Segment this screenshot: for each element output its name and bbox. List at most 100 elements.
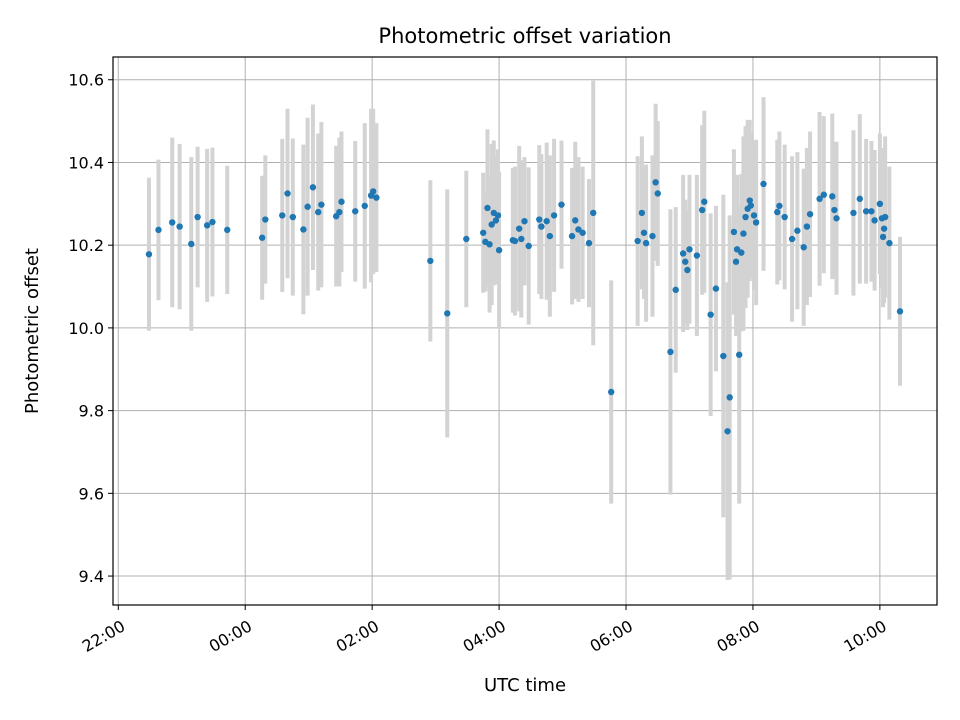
data-point <box>224 226 231 234</box>
data-point <box>679 250 687 257</box>
data-point <box>862 208 870 215</box>
data-point <box>361 202 368 210</box>
data-point <box>495 246 503 254</box>
data-point <box>701 198 708 205</box>
y-tick-label: 9.8 <box>79 402 104 421</box>
data-point <box>746 197 753 204</box>
data-point <box>494 212 502 219</box>
data-point <box>373 194 380 201</box>
data-point <box>652 179 659 186</box>
data-point <box>742 213 749 221</box>
data-point <box>546 232 554 240</box>
data-point <box>511 237 519 245</box>
data-point <box>427 257 434 265</box>
data-point <box>684 266 691 274</box>
data-point <box>558 201 565 208</box>
data-point <box>262 216 269 223</box>
data-point <box>590 209 597 217</box>
data-point <box>726 394 733 401</box>
data-point <box>444 310 451 317</box>
data-point <box>868 208 875 215</box>
data-point <box>209 218 216 226</box>
y-tick-label: 10.4 <box>68 153 104 172</box>
data-point <box>480 229 487 236</box>
data-point <box>176 223 183 230</box>
data-point <box>850 209 857 217</box>
data-point <box>370 188 377 195</box>
plot-frame <box>112 56 938 606</box>
data-point <box>774 208 781 216</box>
data-point <box>816 195 823 203</box>
chart-title: Photometric offset variation <box>378 24 671 48</box>
data-point <box>750 212 758 219</box>
data-point <box>788 235 796 243</box>
data-point <box>550 212 558 219</box>
data-point <box>806 210 814 218</box>
data-point <box>831 206 838 214</box>
data-point <box>486 241 493 248</box>
data-point <box>686 246 693 253</box>
y-tick-label: 9.6 <box>79 484 104 503</box>
data-point <box>642 239 650 247</box>
data-point <box>300 226 307 233</box>
data-point <box>649 232 656 240</box>
data-point <box>672 286 679 294</box>
data-point <box>829 193 836 200</box>
data-point <box>279 212 286 219</box>
data-point <box>336 208 343 216</box>
data-point <box>536 216 543 223</box>
x-axis-title: UTC time <box>484 675 566 696</box>
data-point <box>289 213 297 221</box>
data-point <box>492 217 500 224</box>
data-point <box>730 228 738 236</box>
data-point <box>585 239 593 247</box>
data-point <box>155 226 162 234</box>
data-point <box>871 217 878 224</box>
data-point <box>309 184 317 191</box>
data-point <box>188 240 195 248</box>
data-point <box>724 428 731 435</box>
data-point <box>640 229 648 236</box>
data-point <box>886 239 893 247</box>
data-point <box>258 234 266 241</box>
data-point <box>543 217 550 225</box>
data-point <box>781 213 788 221</box>
data-point <box>856 195 863 203</box>
data-point <box>712 285 720 292</box>
data-point <box>693 252 701 259</box>
data-point <box>707 311 714 318</box>
data-point <box>318 201 325 208</box>
data-point <box>752 219 760 226</box>
data-point <box>304 203 311 210</box>
data-point <box>203 222 211 229</box>
data-point <box>518 235 525 243</box>
y-tick-label: 10.0 <box>68 319 104 338</box>
data-point <box>284 190 291 197</box>
data-point <box>521 217 528 225</box>
data-point <box>738 249 745 256</box>
data-point <box>698 206 706 214</box>
data-point <box>833 215 840 222</box>
y-tick-label: 10.6 <box>68 71 104 90</box>
data-point <box>608 388 615 396</box>
data-point <box>896 308 904 315</box>
data-point <box>638 209 646 217</box>
data-point <box>463 235 470 243</box>
data-point <box>169 219 176 226</box>
data-point <box>568 232 576 240</box>
data-point <box>525 242 532 250</box>
data-point <box>488 221 495 228</box>
data-point <box>794 227 801 234</box>
data-point <box>881 213 889 221</box>
data-point <box>776 202 783 210</box>
data-point <box>654 190 661 197</box>
y-tick-label: 10.2 <box>68 236 104 255</box>
data-point <box>145 251 153 258</box>
data-point <box>747 202 755 209</box>
data-point <box>879 233 887 241</box>
data-point <box>538 223 545 230</box>
data-point <box>338 198 345 205</box>
data-point <box>732 258 740 265</box>
data-point <box>800 244 807 251</box>
